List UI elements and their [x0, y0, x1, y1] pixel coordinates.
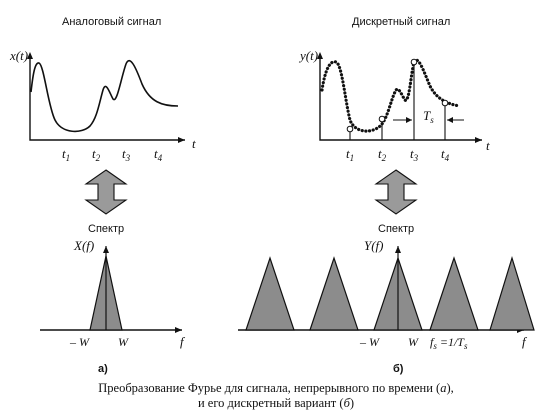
discrete-spectrum-title: Спектр	[378, 223, 414, 235]
panel-label-a: а)	[98, 363, 108, 375]
analog-spectrum-title: Спектр	[88, 223, 124, 235]
discrete-tick-t3: t3	[410, 146, 419, 163]
discrete-spectrum-minus-w: – W	[359, 335, 380, 349]
sample-point-t4	[441, 99, 449, 107]
figure-caption: Преобразование Фурье для сигнала, непрер…	[98, 381, 454, 410]
discrete-y-arrowhead	[317, 52, 323, 59]
analog-tick-labels: t1 t2 t3 t4	[62, 146, 163, 163]
discrete-signal-panel: Дискретный сигнал y(t) t Ts t1 t2 t3	[298, 16, 490, 163]
spectrum-replica-plus-2	[489, 255, 535, 331]
discrete-y-label: y(t)	[298, 48, 318, 63]
discrete-spectrum-y-arrowhead	[395, 246, 401, 253]
analog-axes	[29, 58, 185, 141]
caption-line-1: Преобразование Фурье для сигнала, непрер…	[98, 381, 454, 395]
discrete-sampled-curve	[320, 58, 462, 133]
analog-tick-t4: t4	[154, 146, 163, 163]
discrete-x-label: t	[486, 138, 490, 153]
discrete-tick-t2: t2	[378, 146, 387, 163]
discrete-signal-title: Дискретный сигнал	[352, 16, 450, 28]
analog-spectrum-y-label: X(f)	[73, 238, 94, 253]
analog-x-label: t	[192, 136, 196, 151]
discrete-sample-stems	[346, 58, 449, 140]
sample-point-t3	[410, 58, 418, 66]
spectrum-replica-minus-1	[309, 256, 359, 331]
discrete-tick-t1: t1	[346, 146, 354, 163]
analog-tick-t2: t2	[92, 146, 101, 163]
panel-label-b: б)	[393, 363, 404, 375]
discrete-axes	[319, 58, 482, 141]
discrete-spectrum-panel: Спектр Y(f) – W W fs =1/Ts f б)	[238, 223, 535, 375]
discrete-spectrum-y-label: Y(f)	[364, 238, 384, 253]
analog-tick-t3: t3	[122, 146, 131, 163]
analog-signal-title: Аналоговый сигнал	[62, 16, 161, 28]
discrete-x-arrowhead	[475, 137, 482, 143]
sample-point-t1	[346, 125, 354, 133]
analog-tick-t1: t1	[62, 146, 70, 163]
analog-curve	[30, 59, 179, 133]
sampling-period-label: Ts	[423, 108, 434, 125]
analog-y-arrowhead	[27, 52, 33, 59]
analog-spectrum-plus-w: W	[118, 335, 129, 349]
analog-y-label: x(t)	[9, 48, 28, 63]
spectrum-replica-plus-1	[429, 256, 479, 331]
discrete-tick-labels: t1 t2 t3 t4	[346, 146, 450, 163]
analog-spectrum-panel: Спектр X(f) – W W f а)	[40, 223, 186, 375]
discrete-tick-t4: t4	[441, 146, 450, 163]
analog-spectrum-minus-w: – W	[69, 335, 90, 349]
left-double-arrow	[84, 169, 128, 215]
sampling-period-indicator: Ts	[393, 108, 464, 125]
analog-signal-panel: Аналоговый сигнал x(t) t t1 t2 t3 t4	[9, 16, 196, 163]
sampling-frequency-label: fs =1/Ts	[430, 335, 468, 351]
spectrum-replica-minus-2	[245, 256, 295, 331]
analog-spectrum-x-arrowhead	[175, 327, 182, 333]
analog-spectrum-y-arrowhead	[103, 246, 109, 253]
sample-point-t2	[378, 115, 386, 123]
caption-line-2: и его дискретный вариант (б)	[198, 396, 354, 410]
analog-spectrum-x-label: f	[180, 334, 186, 349]
discrete-spectrum-plus-w: W	[408, 335, 419, 349]
discrete-spectrum-x-label: f	[522, 334, 528, 349]
analog-x-arrowhead	[178, 137, 185, 143]
right-double-arrow	[374, 169, 418, 215]
